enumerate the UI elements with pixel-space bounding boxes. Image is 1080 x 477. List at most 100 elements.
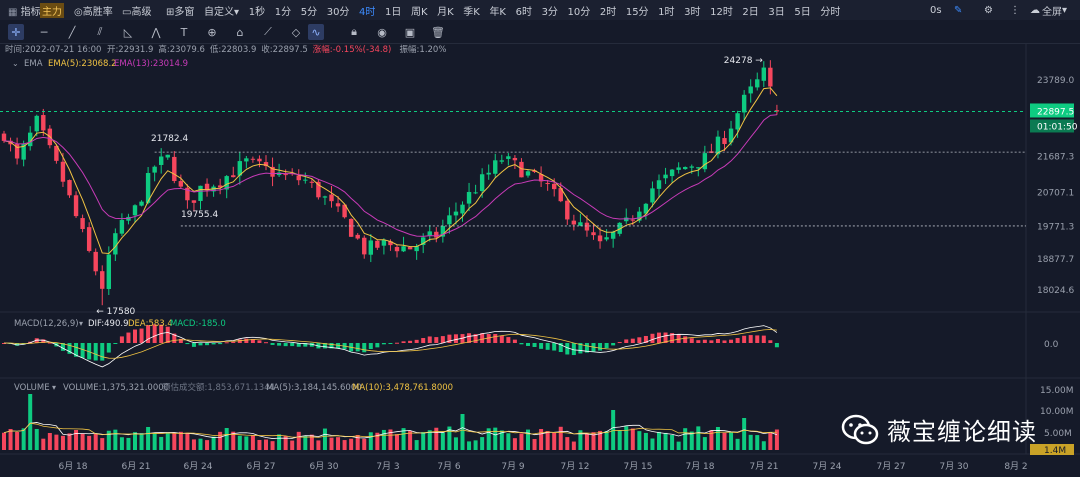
text-icon[interactable]: T	[180, 25, 188, 39]
channel-icon[interactable]: ⫽	[97, 25, 103, 38]
edit-icon[interactable]: ✎	[954, 4, 963, 16]
candle	[1, 133, 7, 141]
candle	[545, 183, 550, 185]
timeframe-20[interactable]: 3日	[768, 6, 785, 18]
timeframe-18[interactable]: 12时	[710, 6, 733, 18]
timeframe-9[interactable]: 季K	[463, 6, 480, 18]
macd-bar	[683, 336, 688, 343]
volume-bar	[526, 429, 530, 450]
timeframe-7[interactable]: 周K	[410, 6, 428, 18]
timeframe-15[interactable]: 15分	[625, 6, 649, 18]
high-winrate-button[interactable]: ◎高胜率	[74, 6, 113, 18]
macd-bar	[650, 333, 655, 343]
volume-bar	[316, 440, 321, 450]
timeframe-5[interactable]: 4时	[359, 6, 376, 18]
advanced-button[interactable]: ▭高级	[122, 6, 152, 18]
custom-dropdown[interactable]: 自定义▾	[204, 6, 240, 18]
volume-bar	[709, 430, 714, 450]
volume-bar	[224, 428, 229, 450]
timeframe-8[interactable]: 月K	[437, 6, 454, 18]
timeframe-4[interactable]: 30分	[326, 6, 350, 18]
timeframe-11[interactable]: 6时	[515, 6, 532, 18]
more-icon[interactable]: ⋮	[1010, 4, 1020, 16]
timeframe-10[interactable]: 年K	[489, 6, 506, 18]
candle	[73, 195, 79, 217]
candle	[466, 191, 472, 204]
macd-bar	[565, 343, 570, 355]
timeframe-1[interactable]: 1秒	[248, 6, 266, 18]
volume-bar	[414, 440, 419, 450]
macd-bar	[41, 339, 46, 343]
marker-icon[interactable]: ⌂	[236, 25, 244, 39]
timeframe-12[interactable]: 3分	[541, 6, 558, 18]
ema5-line	[3, 87, 778, 254]
eraser-icon[interactable]: ◇	[291, 25, 301, 39]
macd-bar	[205, 343, 210, 346]
volume-bar	[722, 432, 727, 450]
timeframe-2[interactable]: 1分	[274, 6, 292, 18]
candle	[741, 94, 747, 113]
cloud-icon: ☁	[1030, 4, 1040, 16]
timeframe-16[interactable]: 1时	[658, 6, 675, 18]
candle	[669, 169, 675, 177]
candle	[722, 138, 727, 145]
lock-tool-icon[interactable]: ▣	[404, 25, 416, 39]
fullscreen-button[interactable]: ☁ 全屏 ▾	[1030, 4, 1068, 18]
wave-icon[interactable]: ⋀	[151, 25, 161, 39]
measure-icon[interactable]: ⊕	[207, 25, 217, 39]
ma10-legend: MA(10):3,478,761.8000	[352, 383, 453, 393]
macd-bar	[493, 334, 498, 343]
ruler-icon[interactable]: ⟋	[264, 25, 272, 38]
trash-icon[interactable]: 🗑︎	[431, 25, 445, 39]
volume-tag	[1030, 444, 1074, 455]
candle	[21, 144, 26, 160]
support-annotation: 19755.4	[181, 210, 218, 220]
volume-bar	[74, 429, 79, 450]
volume-bar	[401, 428, 406, 450]
macd-bar	[715, 339, 720, 343]
x-tick: 7月 18	[685, 461, 714, 472]
timeframe-14[interactable]: 2时	[599, 6, 617, 18]
timeframe-21[interactable]: 5日	[794, 6, 811, 18]
timeframe-19[interactable]: 2日	[742, 6, 759, 18]
settings-icon[interactable]: ⚙	[984, 4, 993, 16]
timeframe-22[interactable]: 分时	[820, 6, 841, 18]
volume-bar	[650, 438, 655, 450]
trend-line-icon[interactable]: ╱	[68, 25, 76, 39]
countdown-label: 01:01:50	[1037, 122, 1078, 132]
countdown-tag	[1030, 119, 1074, 133]
multi-window-button[interactable]: ⊞多窗	[166, 6, 195, 18]
volume-bar	[342, 440, 347, 450]
timeframe-3[interactable]: 5分	[300, 6, 318, 18]
horizontal-line-icon[interactable]: ─	[40, 25, 48, 39]
lock-icon[interactable]: 🔒︎	[351, 25, 357, 38]
volume-bar	[87, 435, 92, 450]
x-tick: 8月 2	[1004, 461, 1027, 472]
macd-bar	[244, 338, 249, 343]
timeframe-13[interactable]: 10分	[567, 6, 591, 18]
macd-bar	[604, 343, 609, 349]
current-price-tag	[1030, 103, 1074, 118]
eye-icon[interactable]: ◉	[377, 25, 387, 39]
wechat-icon	[841, 414, 879, 444]
macd-bar	[257, 340, 262, 343]
magnet-icon[interactable]: ∿	[308, 24, 324, 40]
volume-bar	[460, 414, 465, 450]
macd-bar	[539, 343, 544, 349]
volume-bar	[696, 426, 701, 450]
info-change: 涨幅:-0.15%(-34.8)	[313, 44, 392, 55]
candle	[34, 115, 39, 132]
macd-bar	[67, 343, 72, 354]
macd-bar	[571, 343, 576, 356]
main-force-badge[interactable]: 主力	[40, 2, 64, 18]
crosshair-icon[interactable]: ✛	[8, 24, 24, 40]
volume-bar	[355, 435, 360, 450]
macd-bar	[283, 343, 288, 347]
timeframe-6[interactable]: 1日	[385, 6, 402, 18]
fibonacci-icon[interactable]: ◺	[123, 25, 133, 39]
candle	[14, 144, 20, 159]
indicator-button[interactable]: ▦ 指标	[8, 6, 41, 18]
volume-bar	[106, 430, 111, 450]
timeframe-17[interactable]: 3时	[684, 6, 701, 18]
